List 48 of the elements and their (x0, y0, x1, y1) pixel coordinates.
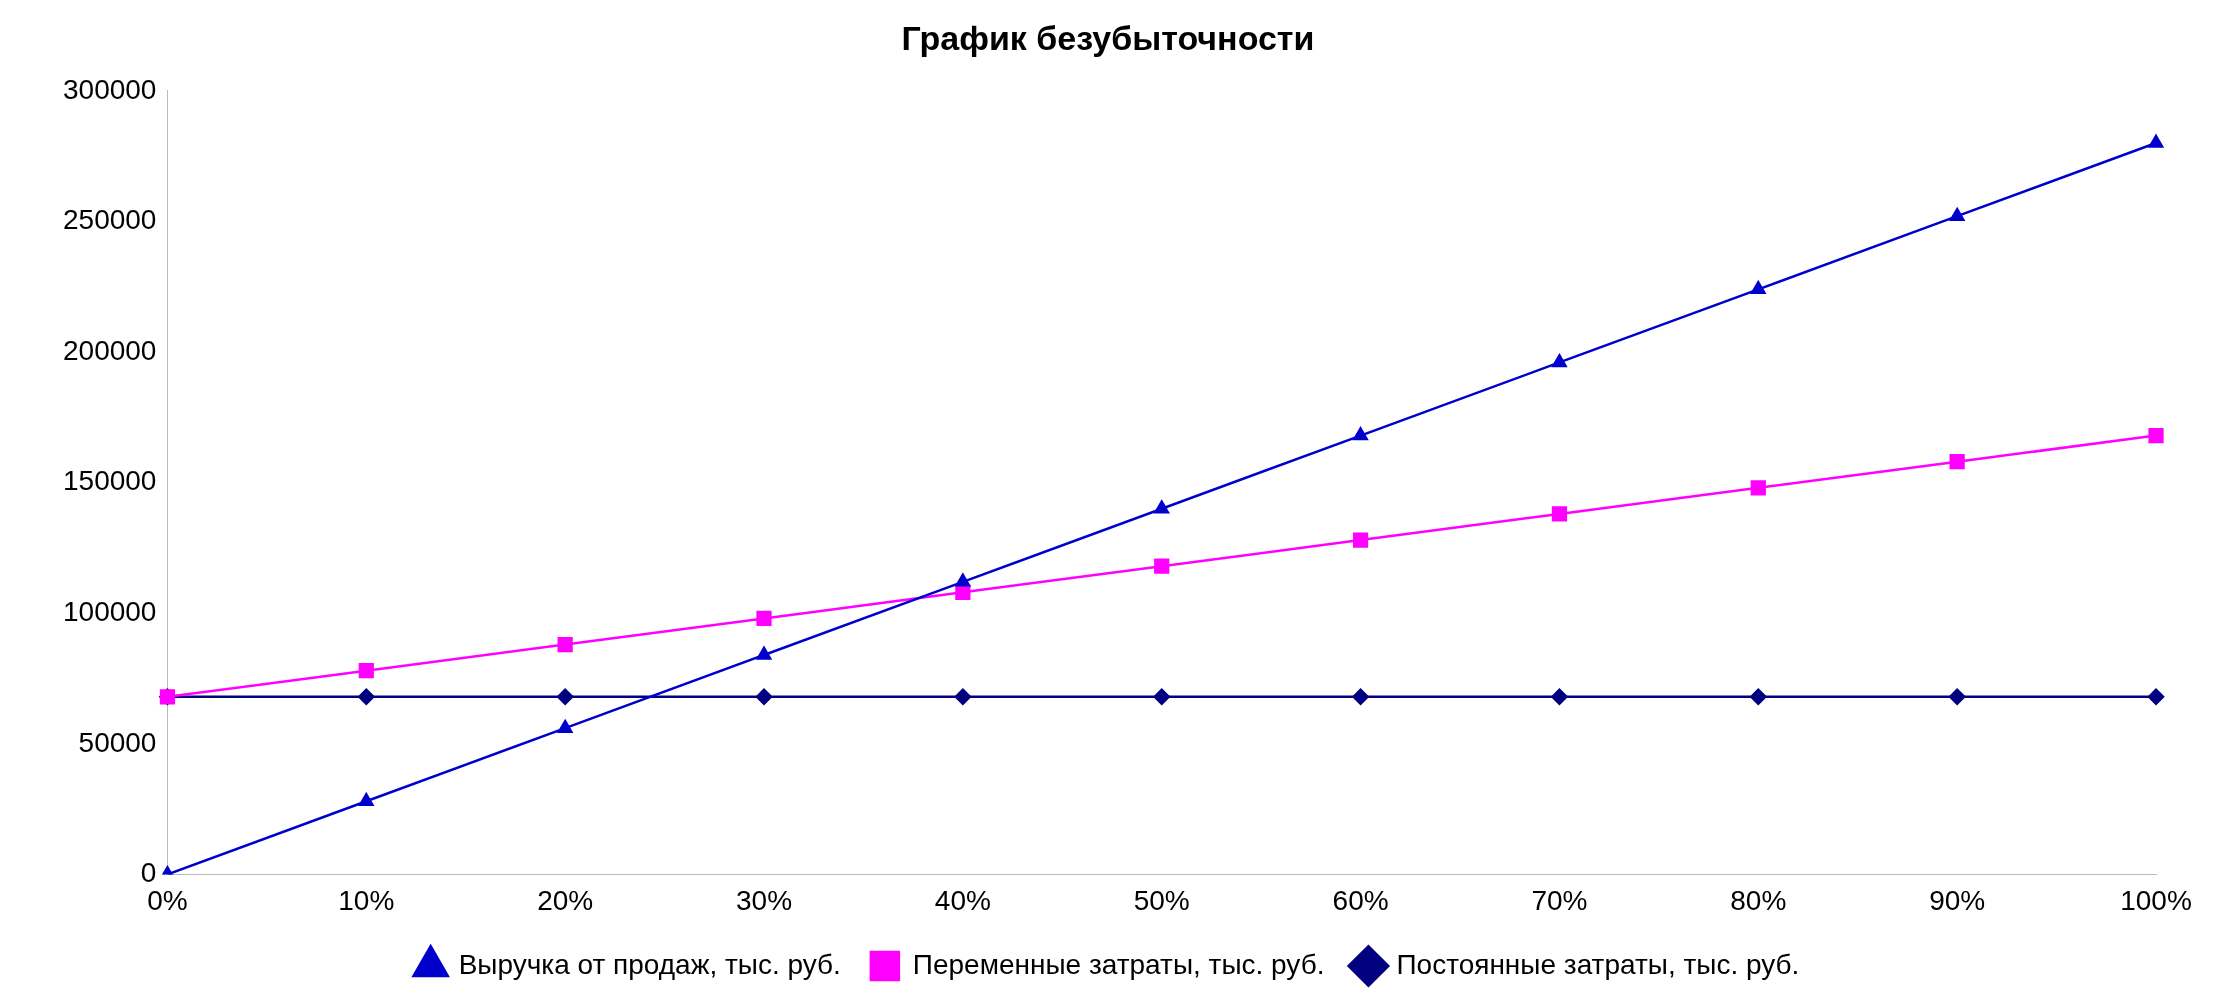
point (755, 688, 773, 706)
point (1551, 688, 1568, 706)
point (955, 573, 971, 587)
point (1154, 558, 1170, 574)
point (954, 688, 972, 706)
point (1352, 532, 1369, 548)
y-tick-label: 50000 (78, 726, 157, 758)
y-tick-label: 100000 (63, 595, 157, 627)
point (1750, 480, 1766, 496)
chart-title: График безубыточности (901, 18, 1315, 57)
x-tick-label: 80% (1730, 884, 1787, 916)
point (2148, 427, 2164, 444)
point (1153, 688, 1170, 706)
x-tick-label: 10% (338, 884, 395, 916)
point (358, 663, 374, 679)
y-tick-label: 200000 (63, 334, 157, 366)
point (358, 688, 375, 706)
point (1949, 207, 1965, 221)
point (1552, 354, 1567, 368)
x-tick-label: 30% (735, 884, 793, 916)
point (1352, 688, 1369, 706)
point (1948, 688, 1966, 706)
point (556, 688, 574, 706)
point (557, 636, 573, 653)
x-tick-label: 100% (2120, 884, 2192, 916)
point (2147, 688, 2165, 706)
point (1551, 506, 1568, 522)
point (1154, 500, 1170, 514)
y-tick-label: 250000 (63, 204, 157, 236)
x-tick-label: 40% (934, 884, 991, 916)
legend-label: Переменные затраты, тыс. руб. (912, 948, 1325, 980)
x-tick-label: 50% (1133, 884, 1190, 916)
x-tick-label: 60% (1332, 884, 1389, 916)
legend-label: Выручка от продаж, тыс. руб. (458, 948, 841, 980)
x-tick-label: 90% (1929, 884, 1986, 916)
point (2148, 134, 2164, 148)
x-tick-label: 70% (1531, 884, 1588, 916)
point (1353, 427, 1368, 441)
point (358, 793, 374, 807)
legend-label: Постоянные затраты, тыс. руб. (1396, 948, 1800, 980)
x-tick-label: 20% (537, 884, 594, 916)
point (1750, 281, 1766, 295)
point (756, 610, 772, 627)
point (756, 646, 772, 660)
y-tick-label: 150000 (63, 465, 157, 497)
y-tick-label: 300000 (63, 73, 157, 105)
point (1949, 454, 1965, 470)
point (1750, 688, 1767, 706)
